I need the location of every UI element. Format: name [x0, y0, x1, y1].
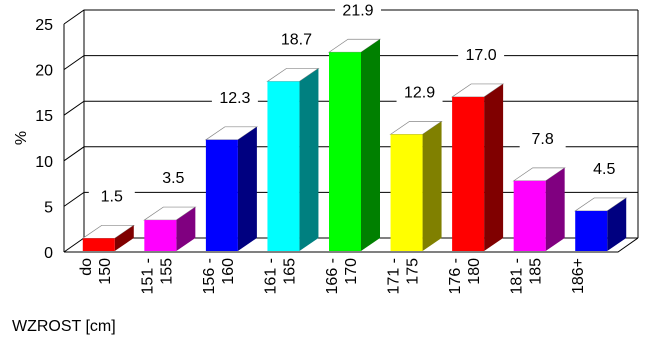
value-label-bg [335, 0, 381, 21]
value-labels: 1.5 3.5 12.3 18.7 21.9 12.9 17.0 7.8 4.5 [88, 0, 628, 207]
bar [266, 68, 320, 252]
x-axis-label: WZROST [cm] [12, 318, 116, 335]
bar-front [513, 180, 546, 251]
bar-front [329, 52, 361, 251]
x-tick-label: 151 -155 [139, 258, 175, 295]
bar-side [176, 207, 196, 251]
bar [204, 126, 259, 251]
x-tick-label: 186+ [570, 258, 587, 294]
bar-side [299, 68, 319, 252]
bar [389, 121, 443, 252]
bar-side [114, 225, 134, 251]
bar-front [452, 96, 485, 252]
x-tick-label: 166 -170 [324, 258, 360, 295]
x-tick-label: do 150 [78, 258, 114, 285]
value-label: 7.8 [532, 131, 554, 148]
bar-side [422, 121, 442, 252]
value-label-bg [273, 29, 320, 50]
y-tick-label: 25 [35, 17, 53, 34]
value-label-bg [519, 128, 566, 149]
bar-front [144, 220, 177, 251]
x-tick-label: 171 -175 [386, 258, 422, 295]
value-label: 1.5 [101, 188, 123, 205]
axis-walls [63, 10, 639, 252]
y-tick-label: 0 [44, 245, 53, 262]
grid [63, 9, 639, 253]
bar-front [390, 134, 423, 251]
x-tick-label: 176 -180 [447, 258, 483, 295]
value-label: 3.5 [162, 170, 184, 187]
value-label-bg [581, 158, 628, 179]
value-label: 18.7 [281, 31, 312, 48]
bar-front [575, 210, 608, 251]
value-label-bg [396, 82, 443, 103]
x-tick-label: 156 -160 [201, 258, 237, 295]
value-label: 12.9 [404, 84, 435, 101]
value-label: 17.0 [466, 47, 497, 64]
bar-front [82, 238, 115, 251]
y-tick-label: 20 [35, 63, 53, 80]
bar [512, 167, 566, 251]
bar-side [361, 39, 380, 251]
value-label-bg [458, 44, 505, 65]
x-tick-label: 161 -165 [262, 258, 298, 295]
floor-edge [64, 237, 639, 253]
bar-side [484, 83, 504, 252]
bars [81, 38, 628, 252]
bar-front [205, 139, 238, 251]
bar [327, 38, 382, 251]
value-label-bg [150, 168, 197, 189]
x-axis-ticks: do 150 151 -155 156 -160 161 -165 166 -170 171… [78, 258, 587, 295]
bar-side [607, 197, 627, 251]
bar-side [237, 126, 257, 251]
y-tick-label: 15 [35, 108, 53, 125]
bar [450, 83, 505, 252]
value-label: 12.3 [219, 90, 250, 107]
bar-front [267, 81, 300, 252]
bar [143, 206, 197, 251]
value-label-bg [88, 186, 135, 207]
y-tick-label: 5 [44, 199, 53, 216]
value-label-bg [211, 87, 258, 108]
bar [81, 224, 135, 251]
value-label: 21.9 [342, 2, 373, 19]
bar-side [545, 167, 565, 251]
y-axis-ticks: 0 5 10 15 20 25 [35, 17, 53, 262]
value-label: 4.5 [593, 161, 615, 178]
y-axis-label: % [13, 131, 30, 145]
y-tick-label: 10 [35, 154, 53, 171]
x-tick-label: 181 -185 [509, 258, 545, 295]
bar [574, 197, 628, 251]
